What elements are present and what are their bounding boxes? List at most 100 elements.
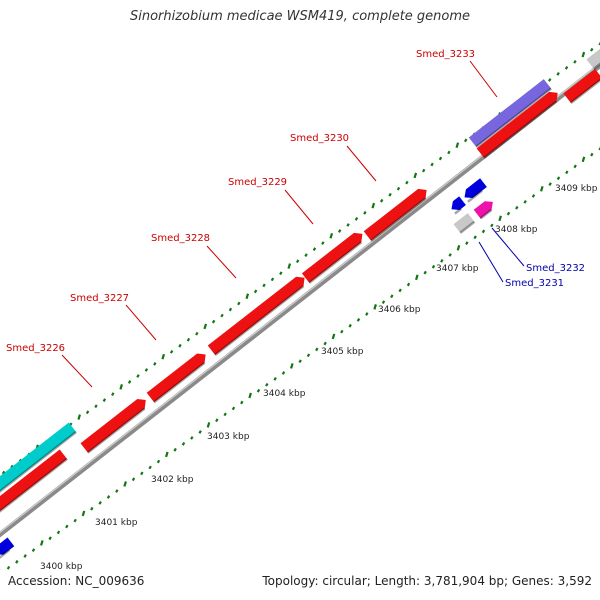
leader-smed-3227 (125, 304, 157, 341)
gene-label-smed-3226: Smed_3226 (6, 343, 65, 354)
leader-smed-3228 (206, 245, 237, 279)
minor-tick (102, 398, 107, 403)
leader-smed-3226 (61, 354, 93, 388)
scale-label: 3403 kbp (207, 432, 250, 442)
major-tick (329, 233, 334, 239)
minor-tick (348, 323, 352, 328)
major-tick (371, 202, 376, 209)
minor-tick (198, 430, 202, 434)
feature-smed-3228 (207, 276, 305, 356)
minor-tick (240, 400, 244, 405)
minor-tick (406, 282, 411, 287)
minor-tick (354, 217, 359, 221)
major-tick (203, 323, 208, 330)
minor-tick (173, 447, 177, 452)
minor-tick (440, 259, 444, 263)
minor-tick (548, 78, 552, 82)
feature-body (0, 422, 77, 494)
minor-tick (237, 301, 241, 306)
minor-tick (215, 418, 219, 423)
label-leaders (61, 60, 525, 388)
feature-purple (468, 79, 552, 148)
minor-tick (379, 198, 384, 203)
feature-smed-3232 (473, 201, 493, 220)
major-tick (581, 51, 586, 58)
minor-tick (465, 241, 469, 245)
gene-label-smed-3231: Smed_3231 (505, 278, 564, 289)
minor-tick (262, 283, 266, 288)
minor-tick (515, 205, 519, 210)
minor-tick (131, 477, 136, 482)
scale-label: 3409 kbp (555, 184, 598, 194)
minor-tick (573, 59, 577, 64)
scale-label: 3401 kbp (95, 518, 138, 528)
feature-shadow (570, 77, 600, 105)
major-tick (206, 422, 211, 428)
leader-smed-3229 (284, 189, 314, 225)
major-tick (331, 333, 336, 340)
gene-label-smed-3227: Smed_3227 (70, 293, 129, 304)
feature-shadow (475, 87, 552, 148)
major-tick (498, 215, 502, 222)
major-tick (581, 156, 586, 163)
feature-blue-a (464, 178, 487, 203)
major-tick (161, 353, 166, 360)
scale-label: 3404 kbp (263, 389, 306, 399)
scale-labels: 3400 kbp 3401 kbp 3402 kbp 3403 kbp 3404 kbp… (40, 184, 598, 572)
minor-tick (573, 164, 577, 169)
major-tick (81, 510, 86, 517)
minor-tick (523, 199, 527, 204)
scale-label: 3408 kbp (495, 225, 538, 235)
feature-cyan (0, 422, 77, 495)
feature-shadow (87, 407, 146, 454)
inner-tick-ring (0, 146, 600, 570)
minor-tick (106, 495, 111, 499)
minor-tick (390, 294, 394, 299)
feature-body (301, 232, 363, 283)
minor-tick (31, 548, 36, 552)
minor-tick (431, 264, 436, 269)
minor-tick (65, 524, 69, 529)
feature-body (453, 213, 475, 233)
feature-shadow (0, 548, 11, 560)
major-tick (165, 451, 169, 458)
minor-tick (281, 371, 286, 375)
minor-tick (195, 331, 199, 336)
minor-tick (346, 223, 350, 227)
major-tick (540, 186, 544, 192)
feature-cds-right (563, 68, 600, 105)
minor-tick (98, 501, 102, 505)
minor-tick (144, 368, 149, 372)
minor-tick (447, 150, 451, 155)
minor-tick (421, 168, 426, 173)
major-tick (248, 392, 252, 399)
feature-shadow (467, 189, 483, 203)
major-tick (0, 569, 1, 570)
minor-tick (270, 277, 275, 282)
minor-tick (473, 235, 477, 240)
feature-shadow (459, 220, 476, 234)
minor-tick (48, 536, 52, 541)
minor-tick (365, 312, 369, 316)
feature-smed-3230 (363, 188, 427, 242)
feature-body (80, 398, 146, 453)
scale-label: 3400 kbp (40, 562, 83, 572)
minor-tick (56, 530, 61, 535)
leader-smed-3233 (469, 60, 498, 98)
minor-tick (111, 392, 115, 396)
scale-label: 3402 kbp (151, 475, 194, 485)
minor-tick (279, 271, 283, 276)
minor-tick (136, 374, 140, 378)
minor-tick (156, 459, 161, 464)
feature-body (451, 196, 466, 210)
minor-tick (430, 162, 434, 167)
gene-label-smed-3228: Smed_3228 (151, 233, 210, 244)
minor-tick (340, 329, 344, 334)
minor-tick (153, 362, 157, 366)
minor-tick (228, 307, 233, 312)
minor-tick (178, 343, 182, 348)
feature-blue-b (451, 196, 466, 215)
minor-tick (90, 506, 94, 511)
minor-tick (253, 289, 258, 294)
